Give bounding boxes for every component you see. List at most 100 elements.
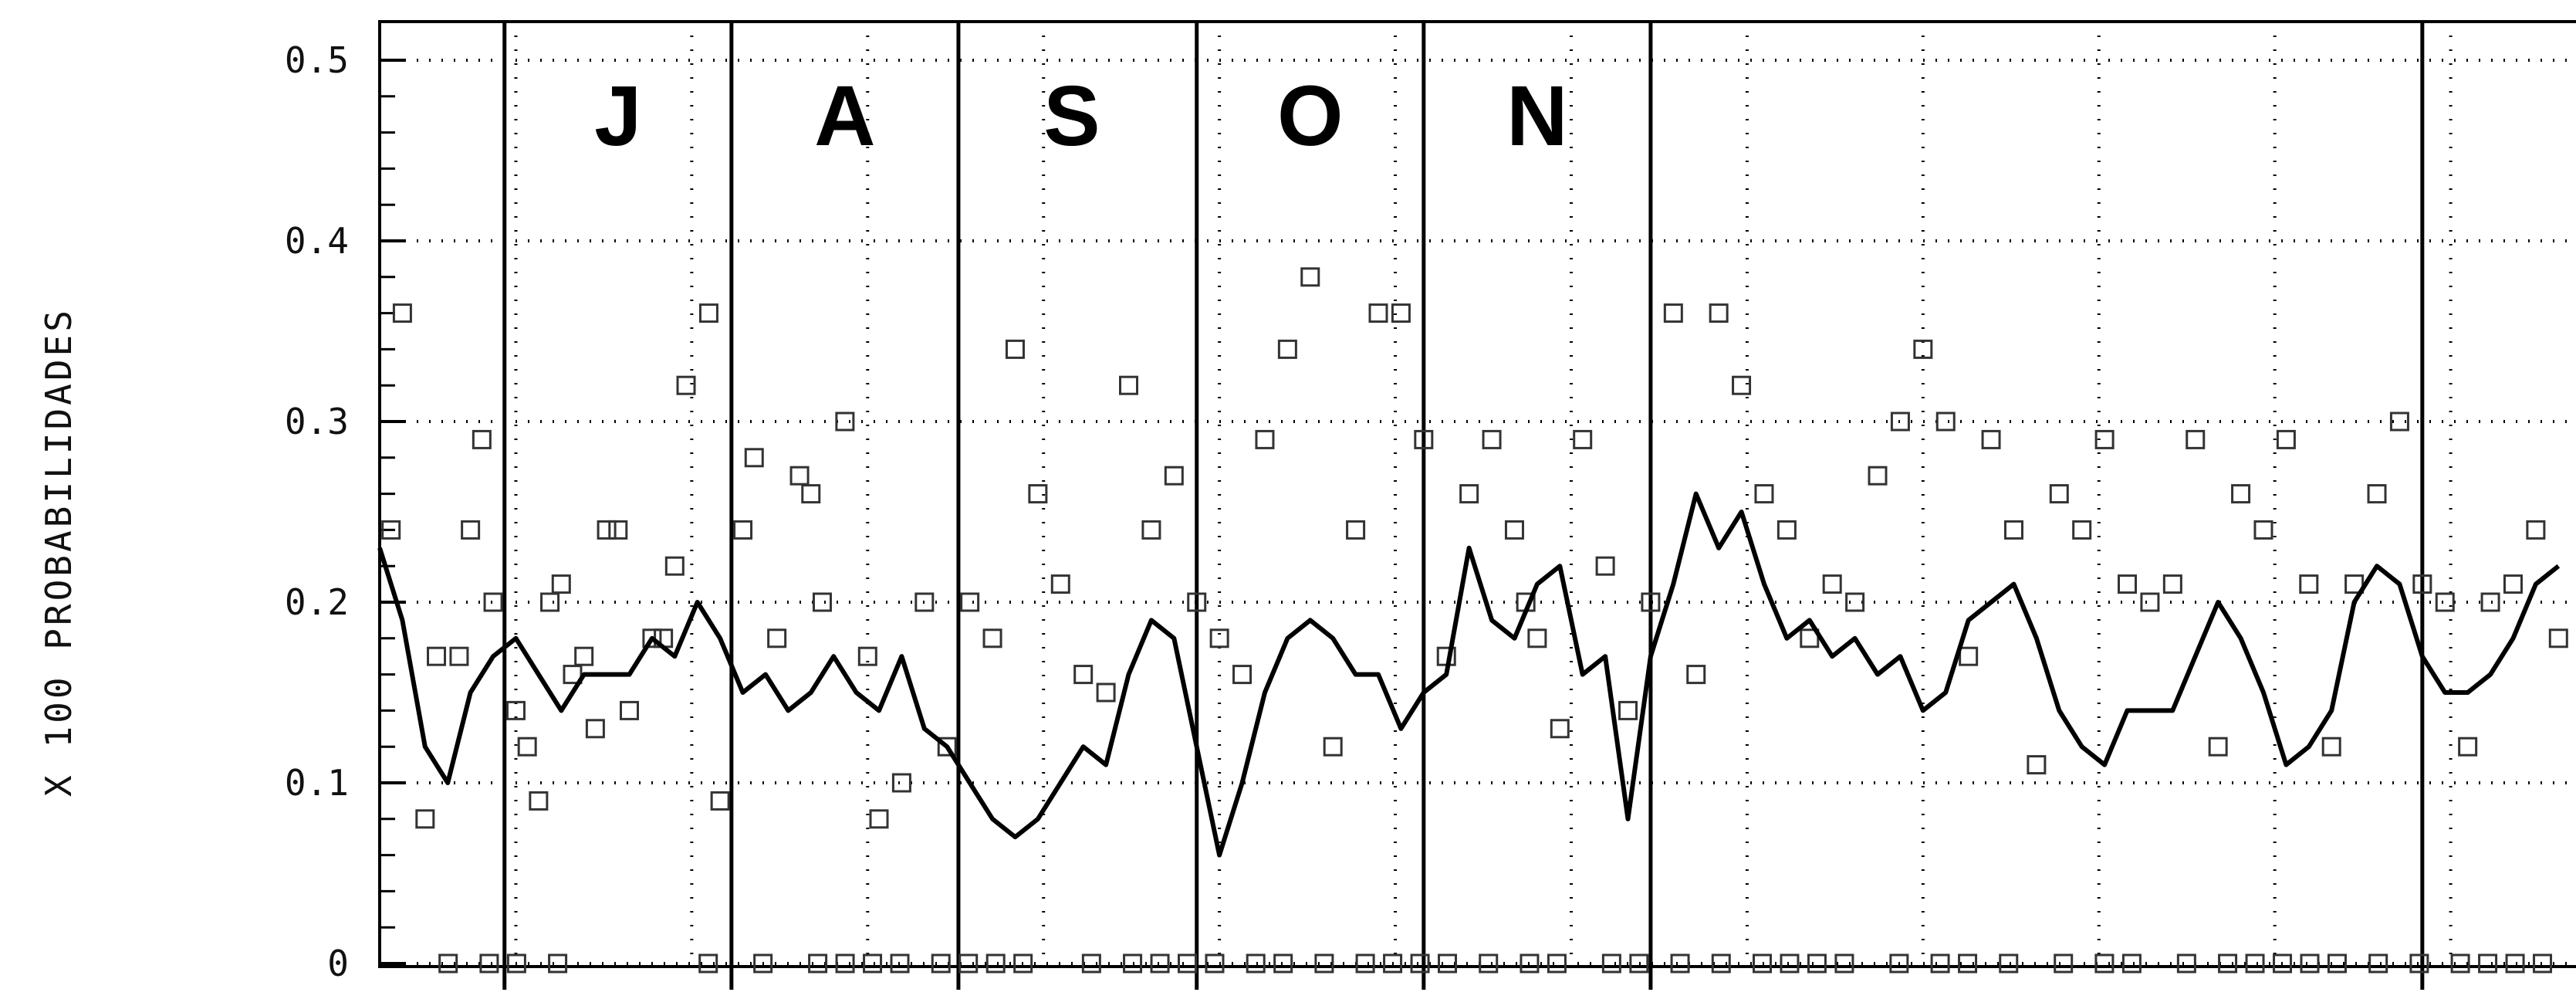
data-point <box>857 646 877 666</box>
data-point <box>2027 755 2047 775</box>
data-point <box>563 665 583 685</box>
data-point <box>1890 411 1910 432</box>
zero-marker <box>1314 953 1334 974</box>
data-point <box>1255 429 1275 449</box>
y-tick-label: 0.3 <box>285 401 349 442</box>
data-point <box>540 592 560 612</box>
data-point <box>2480 592 2500 612</box>
zero-marker <box>931 953 951 974</box>
zero-marker <box>1752 953 1772 974</box>
data-point <box>1618 700 1638 720</box>
data-point <box>449 646 469 666</box>
data-point <box>1913 339 1933 359</box>
zero-marker <box>2300 953 2320 974</box>
data-point <box>1981 429 2001 449</box>
data-point <box>801 484 821 504</box>
zero-marker <box>1834 953 1854 974</box>
data-point <box>1800 628 1820 649</box>
zero-marker <box>863 953 883 974</box>
data-point <box>1368 303 1388 323</box>
data-point <box>1550 719 1570 739</box>
data-point <box>733 520 753 540</box>
data-point <box>2003 520 2023 540</box>
data-point <box>676 375 696 395</box>
data-point <box>2412 574 2432 594</box>
data-point <box>427 646 447 666</box>
data-point <box>2435 592 2455 612</box>
data-point <box>960 592 980 612</box>
zero-marker <box>479 953 499 974</box>
zero-marker <box>2245 953 2265 974</box>
zero-marker <box>1438 953 1458 974</box>
zero-marker <box>1355 953 1375 974</box>
zero-marker <box>438 953 458 974</box>
data-point <box>1414 429 1434 449</box>
zero-marker <box>1958 953 1978 974</box>
data-point <box>472 429 492 449</box>
data-point <box>2231 484 2251 504</box>
data-point <box>381 520 401 540</box>
zero-marker <box>835 953 855 974</box>
data-point <box>2526 520 2546 540</box>
zero-marker <box>1081 953 1101 974</box>
data-point <box>2321 737 2341 757</box>
data-point <box>1005 339 1025 359</box>
data-point <box>2072 520 2092 540</box>
zero-marker <box>2478 953 2498 974</box>
zero-marker <box>1807 953 1827 974</box>
chart-axes <box>378 20 2576 968</box>
data-point <box>505 700 526 720</box>
chart-grid <box>380 22 2570 967</box>
data-point <box>1595 556 1615 576</box>
data-point <box>1935 411 1956 432</box>
month-label: J <box>594 69 641 164</box>
zero-marker <box>1178 953 1198 974</box>
data-point <box>1459 484 1479 504</box>
data-point <box>2458 737 2478 757</box>
data-point <box>461 520 481 540</box>
data-point <box>1119 375 1139 395</box>
zero-marker <box>2121 953 2142 974</box>
zero-marker <box>1999 953 2019 974</box>
data-point <box>891 773 911 793</box>
data-point <box>1959 646 1979 666</box>
data-point <box>664 556 685 576</box>
zero-marker <box>1273 953 1293 974</box>
data-point <box>585 719 605 739</box>
data-point <box>835 411 855 432</box>
zero-marker <box>958 953 979 974</box>
zero-marker <box>2054 953 2074 974</box>
zero-marker <box>1383 953 1403 974</box>
data-point <box>392 303 412 323</box>
data-point <box>574 646 594 666</box>
data-point <box>1187 592 1207 612</box>
data-point <box>1482 429 1502 449</box>
data-point <box>1096 682 1116 703</box>
data-point <box>2186 429 2206 449</box>
data-point <box>1346 520 1366 540</box>
zero-marker <box>2450 953 2470 974</box>
data-point <box>1709 303 1729 323</box>
zero-marker <box>2327 953 2347 974</box>
data-point <box>1028 484 1048 504</box>
data-point <box>1641 592 1661 612</box>
daily-points <box>381 267 2568 829</box>
zero-marker <box>1889 953 1909 974</box>
data-point <box>767 628 787 649</box>
zero-marker <box>2533 953 2553 974</box>
data-point <box>1686 665 1706 685</box>
zero-marker <box>1780 953 1800 974</box>
data-point <box>1050 574 1070 594</box>
data-point <box>642 628 662 649</box>
data-point <box>529 791 549 811</box>
month-label: A <box>814 69 875 164</box>
zero-marker <box>548 953 568 974</box>
zero-marker <box>2176 953 2196 974</box>
data-point <box>1822 574 1842 594</box>
data-point <box>2253 520 2273 540</box>
y-tick-label: 0 <box>327 943 349 984</box>
zero-markers <box>438 953 2553 974</box>
data-point <box>1754 484 1774 504</box>
y-tick-label: 0.1 <box>285 762 349 804</box>
data-point <box>1323 737 1343 757</box>
